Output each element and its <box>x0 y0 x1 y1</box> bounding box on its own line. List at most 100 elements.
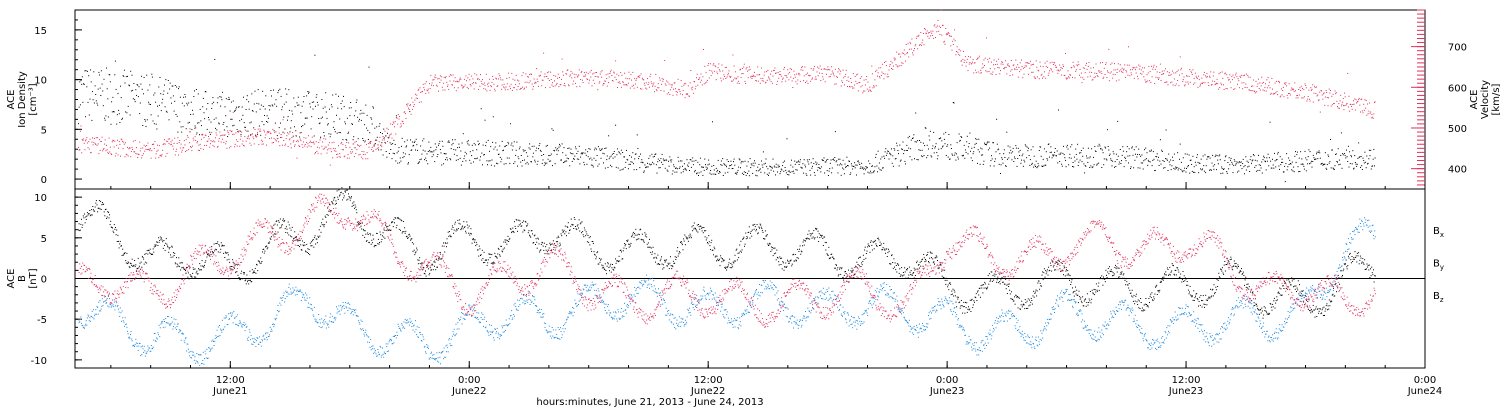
velocity-point <box>1325 90 1327 92</box>
density-point <box>379 123 381 125</box>
velocity-point <box>1175 72 1177 74</box>
density-point <box>367 129 369 131</box>
density-point <box>631 156 632 158</box>
field-tick-label: -5 <box>37 315 47 326</box>
field-point-bx <box>478 255 480 257</box>
field-point-bx <box>447 231 449 233</box>
velocity-point <box>118 141 120 143</box>
velocity-point <box>105 150 107 152</box>
field-point-bx <box>143 263 145 265</box>
density-point <box>1333 168 1335 170</box>
density-point <box>875 156 877 158</box>
velocity-point <box>1116 72 1118 73</box>
velocity-point <box>820 80 822 81</box>
density-point <box>914 141 916 143</box>
field-point-bx <box>94 210 96 212</box>
velocity-point <box>1100 62 1101 64</box>
density-point <box>436 146 438 148</box>
field-point-bx <box>108 217 110 219</box>
velocity-point <box>1110 71 1112 73</box>
velocity-point <box>1310 89 1312 91</box>
density-point <box>207 103 209 104</box>
density-point <box>1209 157 1211 159</box>
velocity-point <box>346 157 348 159</box>
velocity-point <box>1245 83 1247 85</box>
density-point <box>645 167 647 169</box>
density-point <box>1024 161 1026 163</box>
velocity-point <box>1080 72 1082 74</box>
velocity-point <box>870 90 872 92</box>
velocity-point <box>789 68 791 70</box>
density-point <box>604 148 606 149</box>
density-point <box>1098 162 1100 164</box>
field-point-bx <box>288 224 290 226</box>
field-point-bx <box>509 228 511 230</box>
density-point <box>1321 163 1323 165</box>
velocity-point <box>558 86 560 88</box>
density-point <box>1150 150 1152 152</box>
density-point <box>750 167 752 169</box>
velocity-point <box>418 101 420 103</box>
density-point <box>455 159 457 161</box>
velocity-point <box>1002 63 1004 65</box>
velocity-point <box>143 144 145 146</box>
velocity-point <box>232 133 234 135</box>
density-point <box>1072 166 1073 167</box>
density-point <box>1262 159 1264 161</box>
field-point-bx <box>200 265 202 267</box>
density-point <box>176 115 178 117</box>
velocity-point <box>532 86 534 88</box>
velocity-point <box>899 53 901 55</box>
velocity-point <box>443 76 445 78</box>
velocity-point <box>278 141 280 143</box>
velocity-point <box>186 150 188 152</box>
field-point-bx <box>368 241 370 243</box>
velocity-point <box>1282 86 1284 88</box>
density-point <box>736 171 738 173</box>
velocity-point <box>302 141 304 143</box>
density-point <box>269 109 271 111</box>
field-point-bx <box>545 249 547 251</box>
density-point <box>910 139 912 141</box>
field-point-bx <box>180 269 182 271</box>
velocity-point <box>538 85 539 87</box>
density-point <box>685 168 687 170</box>
density-point <box>1285 163 1287 165</box>
density-point <box>1245 156 1247 158</box>
velocity-point <box>1190 70 1192 72</box>
velocity-point <box>721 64 723 66</box>
density-point <box>803 159 805 161</box>
density-point <box>831 172 833 174</box>
density-point <box>540 150 542 152</box>
density-point <box>731 164 733 166</box>
velocity-point <box>354 141 356 143</box>
density-point <box>1193 166 1195 168</box>
velocity-point <box>236 145 238 147</box>
velocity-point <box>1227 77 1229 79</box>
velocity-point <box>1263 81 1265 83</box>
density-point <box>647 162 648 164</box>
velocity-point <box>1210 71 1212 73</box>
field-point-bx <box>336 190 338 192</box>
velocity-point <box>1301 97 1303 99</box>
velocity-point <box>1126 64 1128 66</box>
velocity-point <box>1338 103 1340 105</box>
density-point <box>1052 155 1054 157</box>
density-point <box>110 123 112 125</box>
density-point <box>835 161 837 163</box>
velocity-point <box>1036 66 1038 68</box>
velocity-point <box>1063 65 1064 67</box>
density-point <box>568 147 570 149</box>
velocity-point <box>668 83 670 85</box>
velocity-point <box>801 67 803 69</box>
density-point <box>876 165 878 167</box>
density-point <box>1041 165 1043 167</box>
density-point <box>466 153 467 155</box>
density-point <box>1037 163 1039 165</box>
density-point <box>895 158 897 159</box>
field-point-bx <box>375 245 377 247</box>
velocity-point <box>884 73 886 75</box>
density-point <box>1300 163 1302 165</box>
field-point-bx <box>385 224 386 226</box>
density-point <box>411 141 413 143</box>
